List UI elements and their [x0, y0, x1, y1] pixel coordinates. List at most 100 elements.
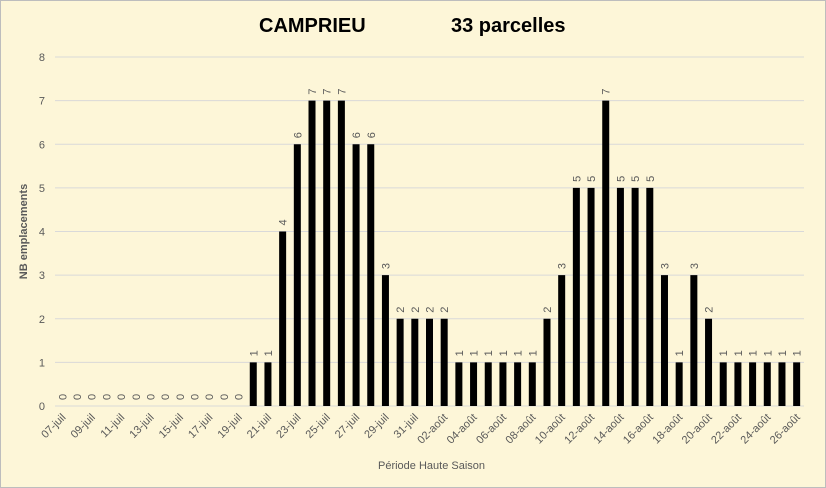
bar — [308, 100, 316, 406]
x-tick-label: 23-juil — [274, 412, 303, 441]
chart-title-count: 33 parcelles — [451, 15, 566, 37]
y-tick-label: 7 — [39, 96, 45, 108]
data-label: 1 — [762, 350, 774, 356]
bar — [455, 362, 463, 406]
data-label: 1 — [777, 350, 789, 356]
bar — [631, 187, 639, 406]
bar — [514, 362, 522, 406]
data-label: 6 — [366, 132, 378, 138]
bar — [411, 318, 419, 406]
bar — [484, 362, 492, 406]
x-tick-label: 08-août — [504, 412, 539, 447]
x-tick-label: 27-juil — [333, 412, 362, 441]
x-tick-label: 16-août — [621, 412, 656, 447]
bar — [675, 362, 683, 406]
data-label: 5 — [645, 176, 657, 182]
bar — [778, 362, 786, 406]
data-label: 1 — [733, 350, 745, 356]
data-label: 0 — [190, 394, 202, 400]
x-tick-label: 02-août — [415, 412, 450, 447]
data-label: 6 — [351, 132, 363, 138]
data-label: 3 — [380, 263, 392, 269]
data-label: 2 — [395, 307, 407, 313]
data-label: 2 — [410, 307, 422, 313]
bar — [323, 100, 331, 406]
data-label: 5 — [630, 176, 642, 182]
data-label: 0 — [116, 394, 128, 400]
y-tick-label: 8 — [39, 52, 45, 64]
x-tick-label: 20-août — [680, 412, 715, 447]
x-tick-label: 19-juil — [215, 412, 244, 441]
x-tick-label: 15-juil — [157, 412, 186, 441]
data-label: 1 — [527, 350, 539, 356]
bar — [396, 318, 404, 406]
data-label: 0 — [175, 394, 187, 400]
bar — [705, 318, 713, 406]
y-tick-label: 5 — [39, 183, 45, 195]
x-tick-label: 10-août — [533, 412, 568, 447]
x-tick-label: 07-juil — [39, 412, 68, 441]
data-label: 1 — [792, 350, 804, 356]
bar — [572, 187, 580, 406]
data-label: 7 — [601, 89, 613, 95]
bar — [587, 187, 595, 406]
bar — [719, 362, 727, 406]
data-label: 3 — [689, 263, 701, 269]
data-label: 1 — [454, 350, 466, 356]
bar — [646, 187, 654, 406]
data-label: 0 — [72, 394, 84, 400]
bar — [749, 362, 757, 406]
x-axis-title: Période Haute Saison — [378, 460, 485, 472]
y-tick-label: 1 — [39, 357, 45, 369]
x-tick-label: 17-juil — [186, 412, 215, 441]
data-label: 2 — [704, 307, 716, 313]
data-label: 1 — [513, 350, 525, 356]
bar — [337, 100, 345, 406]
y-tick-label: 4 — [39, 227, 45, 239]
data-label: 7 — [307, 89, 319, 95]
x-tick-label: 25-juil — [304, 412, 333, 441]
data-label: 1 — [748, 350, 760, 356]
y-tick-label: 2 — [39, 314, 45, 326]
x-tick-label: 06-août — [474, 412, 509, 447]
bar — [734, 362, 742, 406]
bar — [279, 231, 287, 406]
data-label: 2 — [439, 307, 451, 313]
y-tick-label: 6 — [39, 139, 45, 151]
data-label: 3 — [659, 263, 671, 269]
bar — [440, 318, 448, 406]
y-axis-title: NB emplacements — [18, 184, 30, 279]
data-label: 0 — [219, 394, 231, 400]
data-label: 0 — [131, 394, 143, 400]
bar — [367, 144, 375, 406]
data-label: 0 — [204, 394, 216, 400]
data-label: 4 — [278, 219, 290, 225]
data-label: 0 — [57, 394, 69, 400]
bar — [602, 100, 610, 406]
data-label: 1 — [498, 350, 510, 356]
data-label: 2 — [542, 307, 554, 313]
x-tick-label: 12-août — [562, 412, 597, 447]
data-label: 1 — [263, 350, 275, 356]
bar — [543, 318, 551, 406]
x-tick-label: 21-juil — [245, 412, 274, 441]
bar — [264, 362, 272, 406]
x-tick-label: 22-août — [709, 412, 744, 447]
data-label: 1 — [469, 350, 481, 356]
x-tick-label: 14-août — [592, 412, 627, 447]
chart-title-name: CAMPRIEU — [259, 15, 366, 37]
data-label: 5 — [586, 176, 598, 182]
data-label: 5 — [571, 176, 583, 182]
x-tick-label: 13-juil — [127, 412, 156, 441]
bar — [249, 362, 257, 406]
data-label: 3 — [557, 263, 569, 269]
data-label: 1 — [674, 350, 686, 356]
bar — [528, 362, 536, 406]
data-label: 0 — [145, 394, 157, 400]
data-label: 1 — [483, 350, 495, 356]
bar — [558, 275, 566, 406]
bar — [690, 275, 698, 406]
data-label: 1 — [248, 350, 260, 356]
